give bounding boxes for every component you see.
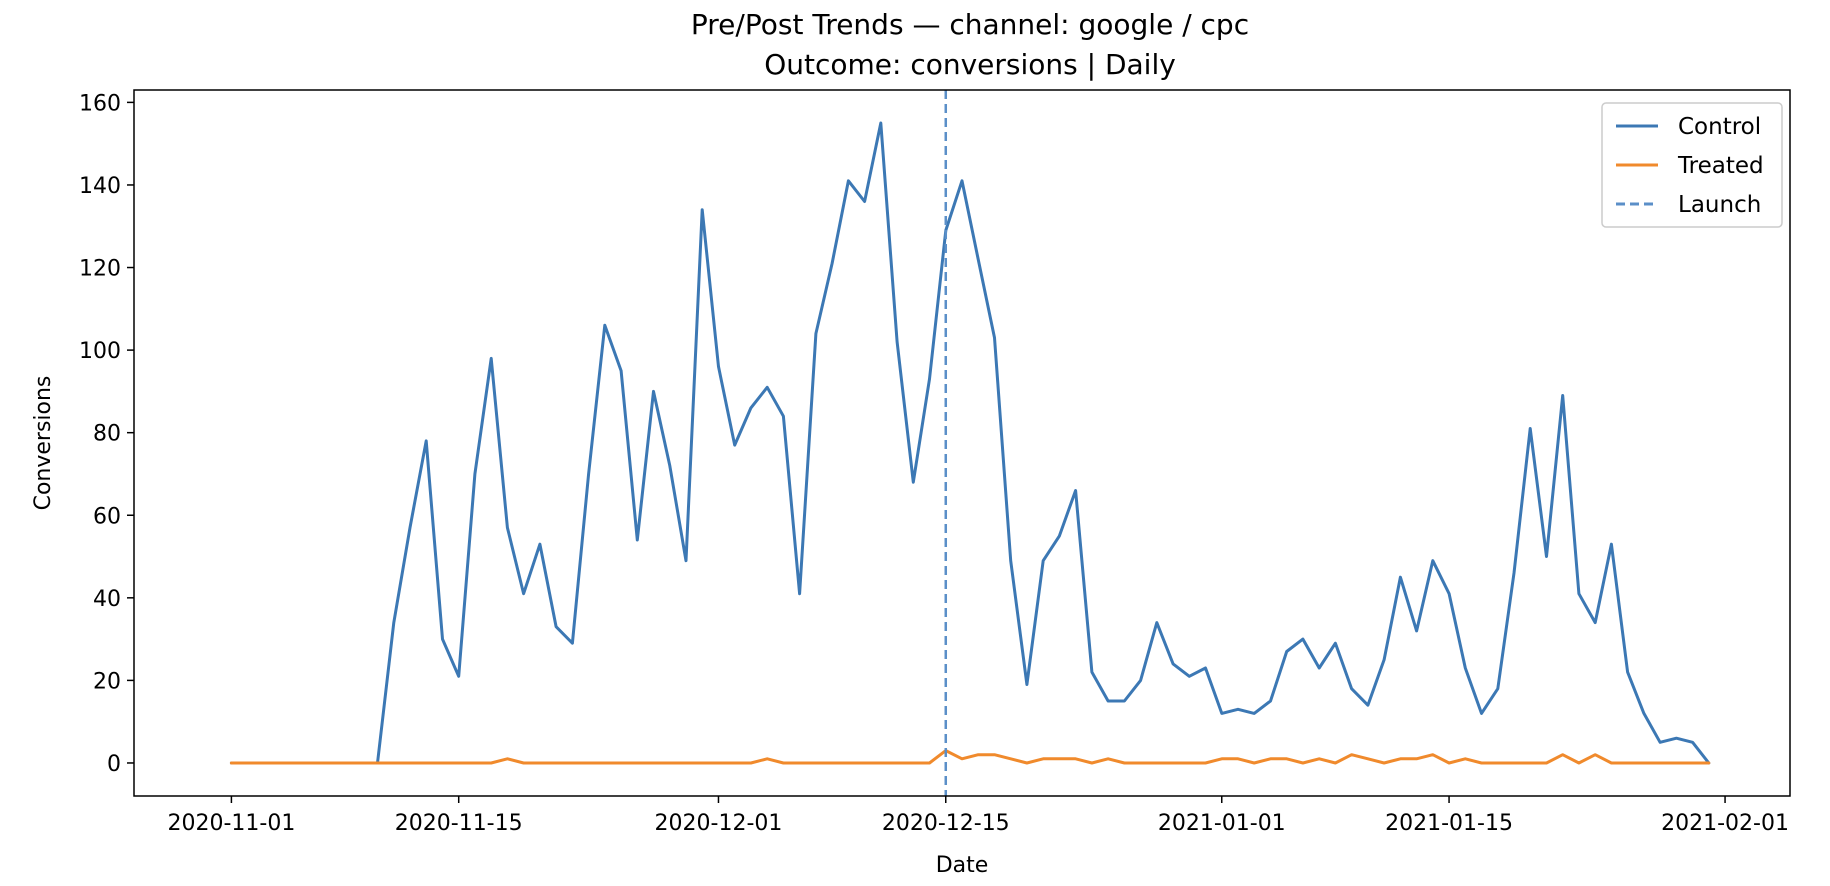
legend-box [1601,102,1783,228]
legend-label-launch: Launch [1678,192,1761,218]
chart-subtitle: Outcome: conversions | Daily [764,48,1176,81]
legend-label-control: Control [1678,114,1761,140]
x-axis: 2020-11-01 2020-11-15 2020-12-01 2020-12-15… [167,796,1789,836]
y-tick-label: 20 [93,669,121,694]
series-line-treated [229,749,1711,765]
y-axis-label: Conversions [31,376,56,511]
x-tick-label: 2021-02-01 [1661,811,1789,836]
legend: Control Treated Launch [1601,102,1783,228]
x-tick-label: 2020-11-15 [395,811,523,836]
x-axis-label: Date [936,853,989,878]
y-tick-label: 40 [93,587,121,612]
chart-title: Pre/Post Trends — channel: google / cpc [691,8,1249,41]
x-tick-label: 2020-12-01 [655,811,783,836]
y-tick-label: 0 [107,752,121,777]
x-tick-label: 2020-12-15 [882,811,1010,836]
y-tick-label: 160 [79,91,121,116]
x-tick-label: 2020-11-01 [167,811,295,836]
y-tick-label: 140 [79,174,121,199]
legend-label-treated: Treated [1677,153,1764,179]
series-layer [229,121,1711,765]
plot-frame [133,89,1791,797]
y-tick-label: 100 [79,339,121,364]
series-line-control [229,121,1711,765]
x-tick-label: 2021-01-01 [1158,811,1286,836]
y-tick-label: 120 [79,257,121,282]
x-tick-label: 2021-01-15 [1385,811,1513,836]
y-axis: 0 20 40 60 80 100 120 140 160 [79,91,134,777]
y-tick-label: 80 [93,422,121,447]
y-tick-label: 60 [93,504,121,529]
